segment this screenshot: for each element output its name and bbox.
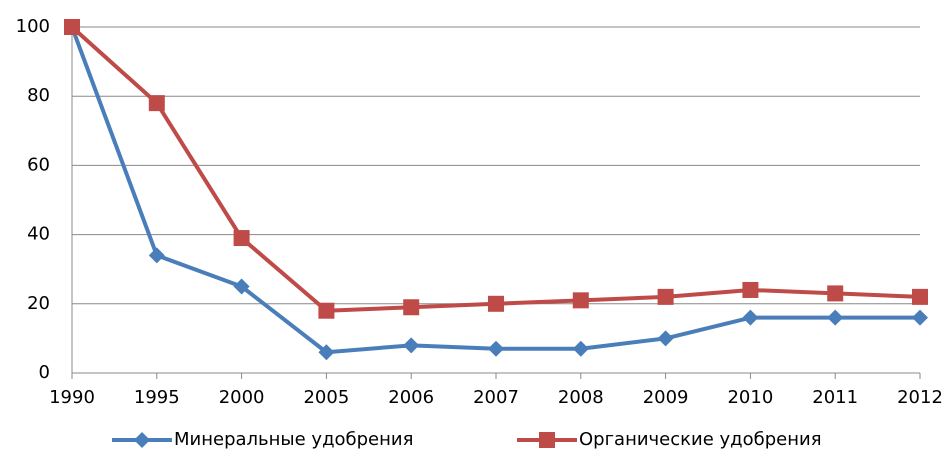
marker [233,278,250,295]
marker [827,285,844,302]
marker [148,247,165,264]
y-tick-label: 80 [27,85,50,106]
x-tick-label: 2010 [727,387,773,408]
x-tick-label: 1995 [134,387,180,408]
y-tick-label: 0 [39,362,50,383]
marker [318,302,335,319]
y-tick-label: 60 [27,154,50,175]
legend-label: Минеральные удобрения [174,429,413,450]
marker [148,95,165,112]
y-tick-label: 20 [27,293,50,314]
marker [912,309,928,326]
marker [912,288,928,305]
x-tick-label: 2000 [219,387,265,408]
y-tick-label: 100 [16,16,50,37]
marker [742,281,759,298]
x-tick-label: 2006 [388,387,434,408]
marker [657,330,674,347]
marker [318,344,335,361]
legend-marker [134,432,150,448]
x-tick-label: 2012 [897,387,943,408]
marker [403,299,420,316]
x-tick-label: 1990 [49,387,95,408]
marker [403,337,420,354]
y-tick-label: 40 [27,224,50,245]
series-line [70,25,921,313]
x-tick-label: 2011 [812,387,858,408]
marker [488,340,504,357]
x-tick-label: 2005 [303,387,349,408]
legend-label: Органические удобрения [579,429,822,450]
x-tick-label: 2009 [643,387,689,408]
marker [233,230,250,247]
marker [488,295,504,312]
marker [827,309,844,326]
marker [572,340,589,357]
x-tick-label: 2008 [558,387,604,408]
marker [657,288,674,305]
legend-marker [539,432,555,448]
marker [742,309,759,326]
x-tick-label: 2007 [473,387,519,408]
marker [64,19,80,35]
marker [572,292,589,309]
